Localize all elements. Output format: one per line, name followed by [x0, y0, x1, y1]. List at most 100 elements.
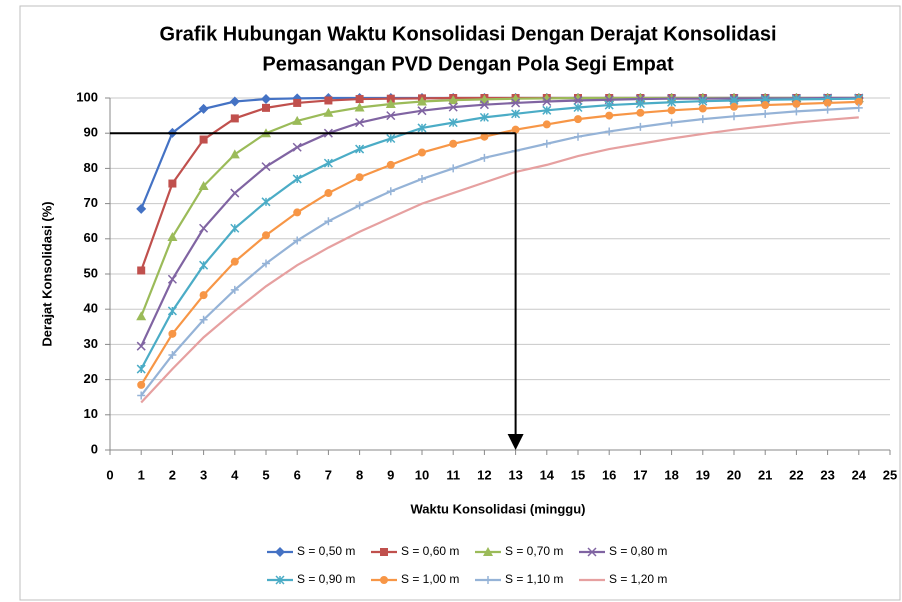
x-tick-label: 19 — [696, 467, 710, 482]
marker — [355, 95, 364, 104]
x-tick-label: 16 — [602, 467, 616, 482]
marker — [792, 99, 801, 108]
marker — [698, 115, 707, 124]
y-axis-label: Derajat Konsolidasi (%) — [39, 201, 54, 346]
marker — [479, 112, 489, 122]
marker — [168, 329, 177, 338]
marker — [167, 274, 177, 284]
marker — [480, 153, 489, 162]
marker — [730, 112, 738, 121]
y-tick-label: 70 — [84, 195, 98, 210]
legend-label: S = 1,10 m — [505, 572, 563, 586]
x-tick-label: 2 — [169, 467, 176, 482]
marker — [355, 201, 364, 210]
series-line — [140, 106, 859, 397]
marker — [573, 95, 583, 105]
marker — [199, 291, 208, 300]
marker — [448, 95, 459, 105]
x-tick-label: 12 — [477, 467, 491, 482]
marker — [386, 133, 396, 144]
x-tick-label: 24 — [852, 467, 867, 482]
x-tick-label: 17 — [633, 467, 647, 482]
x-tick-label: 0 — [106, 467, 113, 482]
series-line — [140, 96, 859, 347]
marker — [511, 98, 521, 108]
marker — [542, 120, 551, 129]
marker — [574, 132, 582, 141]
marker — [605, 127, 614, 136]
chart-title: Grafik Hubungan Waktu Konsolidasi Dengan… — [159, 23, 776, 45]
marker — [635, 99, 645, 109]
marker — [275, 575, 285, 585]
marker — [730, 102, 738, 111]
y-tick-label: 30 — [84, 336, 98, 351]
y-tick-label: 90 — [84, 125, 98, 140]
marker — [136, 364, 146, 374]
marker — [667, 106, 676, 115]
x-tick-label: 8 — [356, 467, 363, 482]
marker — [293, 236, 302, 245]
marker — [823, 105, 832, 114]
marker — [167, 232, 178, 242]
marker — [136, 341, 146, 351]
marker — [199, 315, 208, 324]
marker — [511, 109, 521, 119]
marker — [199, 135, 208, 144]
marker — [230, 188, 240, 198]
marker — [198, 103, 209, 114]
marker — [324, 217, 333, 226]
marker — [136, 311, 147, 321]
marker — [542, 96, 552, 107]
x-tick-label: 9 — [387, 467, 394, 482]
series-line — [140, 97, 859, 370]
marker — [761, 109, 770, 118]
chart-subtitle: Pemasangan PVD Dengan Pola Segi Empat — [262, 53, 674, 75]
marker — [698, 104, 707, 113]
marker — [230, 114, 239, 123]
marker — [449, 164, 458, 173]
marker — [262, 259, 270, 268]
legend-label: S = 0,90 m — [297, 572, 355, 586]
guide-arrowhead — [507, 434, 524, 450]
marker — [636, 108, 645, 117]
marker — [354, 102, 365, 112]
marker — [262, 231, 270, 240]
marker — [261, 162, 271, 172]
marker — [605, 111, 614, 120]
marker — [418, 174, 426, 183]
marker — [667, 118, 676, 127]
marker — [854, 103, 863, 112]
marker — [230, 257, 239, 266]
marker — [324, 96, 333, 105]
x-tick-label: 10 — [415, 467, 429, 482]
marker — [293, 98, 302, 107]
marker — [386, 187, 395, 196]
marker — [573, 102, 583, 113]
marker — [230, 285, 239, 294]
x-axis-label: Waktu Konsolidasi (minggu) — [410, 501, 585, 516]
marker — [385, 98, 396, 108]
y-tick-label: 40 — [84, 301, 98, 316]
marker — [292, 142, 302, 152]
legend: S = 0,50 m S = 0,60 m S = 0,70 m S = 0,80 m… — [267, 544, 667, 586]
marker — [448, 118, 458, 128]
marker — [262, 103, 270, 112]
x-tick-label: 4 — [231, 467, 239, 482]
legend-label: S = 1,20 m — [609, 572, 667, 586]
y-tick-label: 80 — [84, 160, 98, 175]
marker — [261, 197, 271, 207]
y-tick-label: 10 — [84, 406, 98, 421]
marker — [587, 547, 597, 557]
marker — [167, 306, 177, 316]
marker — [137, 391, 146, 400]
marker — [418, 148, 426, 157]
marker — [198, 181, 209, 190]
marker — [380, 548, 388, 556]
y-tick-label: 60 — [84, 230, 98, 245]
marker — [275, 547, 285, 557]
marker — [230, 223, 240, 233]
y-tick-label: 100 — [76, 89, 98, 104]
marker — [417, 106, 427, 116]
marker — [823, 98, 832, 107]
legend-label: S = 0,80 m — [609, 544, 667, 558]
